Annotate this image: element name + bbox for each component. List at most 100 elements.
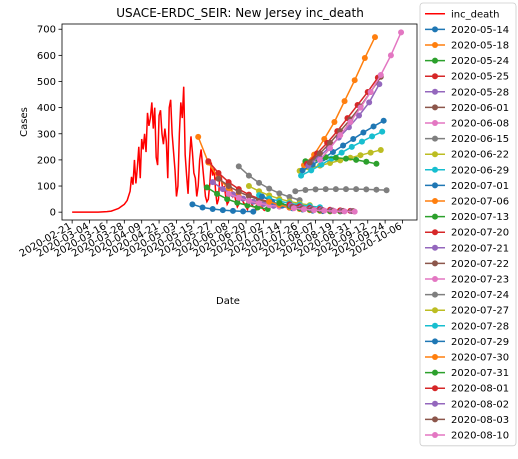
legend-entry: 2020-05-25 (425, 72, 509, 83)
legend-entry: 2020-05-28 (425, 87, 509, 98)
legend-entry: 2020-05-14 (425, 25, 509, 36)
data-point (343, 155, 349, 162)
legend-label: 2020-08-02 (451, 399, 509, 410)
y-axis-label: Cases (19, 107, 30, 137)
legend-marker (432, 135, 438, 142)
legend-label: 2020-08-01 (451, 384, 509, 395)
legend-marker (432, 182, 438, 189)
legend-entry: 2020-06-01 (425, 103, 509, 114)
data-point (245, 172, 252, 179)
legend-marker (432, 104, 438, 111)
legend-entry: 2020-08-10 (425, 431, 509, 442)
data-point (199, 204, 206, 211)
legend-label: inc_death (451, 9, 500, 20)
data-point (235, 163, 242, 170)
data-point (234, 199, 241, 206)
y-tick-label: 700 (37, 25, 56, 36)
y-tick-label: 300 (37, 129, 56, 140)
legend-entry: 2020-05-24 (425, 56, 509, 67)
data-point (258, 193, 265, 200)
legend-marker (432, 307, 438, 314)
data-point (379, 128, 386, 135)
data-point (348, 143, 355, 150)
data-point (205, 158, 212, 165)
data-point (337, 132, 344, 139)
data-point (298, 172, 305, 179)
legend-label: 2020-07-29 (451, 337, 509, 348)
data-point (371, 34, 378, 41)
legend-marker (432, 260, 438, 267)
data-point (373, 160, 380, 167)
data-point (250, 208, 257, 215)
data-point (266, 198, 273, 205)
legend-entry: 2020-07-30 (425, 353, 509, 364)
legend-entry: 2020-05-18 (425, 41, 509, 52)
forecast-series-2020-07-24 (292, 186, 390, 195)
data-point (366, 99, 373, 106)
legend-label: 2020-05-28 (451, 87, 509, 98)
data-point (377, 146, 384, 153)
y-tick-label: 100 (37, 182, 56, 193)
data-point (331, 119, 338, 125)
data-point (209, 179, 216, 186)
legend-marker (432, 416, 438, 423)
data-point (292, 188, 299, 195)
legend-label: 2020-07-06 (451, 197, 509, 208)
data-point (376, 81, 383, 88)
y-tick-label: 0 (50, 208, 56, 219)
data-point (245, 197, 252, 204)
data-point (316, 156, 323, 163)
data-point (338, 149, 345, 156)
data-point (331, 208, 338, 215)
data-point (214, 190, 221, 197)
data-point (332, 186, 339, 193)
legend-label: 2020-05-25 (451, 72, 509, 83)
data-point (387, 52, 394, 59)
data-point (321, 207, 328, 214)
legend-label: 2020-07-01 (451, 181, 509, 192)
data-point (256, 179, 263, 186)
legend-entry: 2020-06-08 (425, 119, 509, 130)
legend-label: 2020-06-22 (451, 150, 509, 161)
data-point (353, 156, 360, 163)
data-point (363, 158, 370, 165)
legend: inc_death 2020-05-14 2020-05-18 2020-05-24 2… (419, 2, 517, 447)
data-point (327, 145, 334, 152)
data-point (377, 71, 384, 78)
legend-entry: 2020-07-29 (425, 337, 509, 348)
data-point (357, 152, 364, 159)
legend-marker (432, 385, 438, 392)
legend-marker (432, 42, 438, 48)
legend-entry: 2020-07-31 (425, 368, 509, 379)
legend-label: 2020-07-28 (451, 321, 509, 332)
legend-label: 2020-07-20 (451, 228, 509, 239)
data-point (306, 159, 313, 166)
legend-marker (432, 88, 438, 95)
data-point (322, 186, 329, 193)
data-point (373, 186, 380, 193)
legend-marker (432, 432, 438, 438)
legend-label: 2020-07-13 (451, 212, 509, 223)
data-point (312, 186, 319, 193)
legend-label: 2020-06-15 (451, 134, 509, 145)
legend-label: 2020-06-08 (451, 119, 509, 130)
data-point (209, 206, 216, 213)
legend-frame (419, 2, 517, 447)
data-point (276, 200, 283, 207)
data-point (316, 150, 323, 157)
data-point (327, 139, 334, 146)
data-point (369, 133, 376, 140)
data-point (351, 208, 358, 215)
legend-marker (432, 322, 438, 329)
x-axis: 2020-02-212020-03-042020-03-162020-03-28… (18, 220, 404, 260)
legend-entry: 2020-07-13 (425, 212, 509, 223)
data-point (240, 208, 247, 215)
legend-label: 2020-07-27 (451, 306, 509, 317)
legend-label: 2020-07-31 (451, 368, 509, 379)
legend-entry: inc_death (425, 9, 500, 20)
data-point (341, 98, 348, 105)
legend-entry: 2020-07-23 (425, 275, 509, 286)
data-point (256, 200, 263, 207)
data-point (356, 112, 363, 119)
legend-label: 2020-07-23 (451, 275, 509, 286)
